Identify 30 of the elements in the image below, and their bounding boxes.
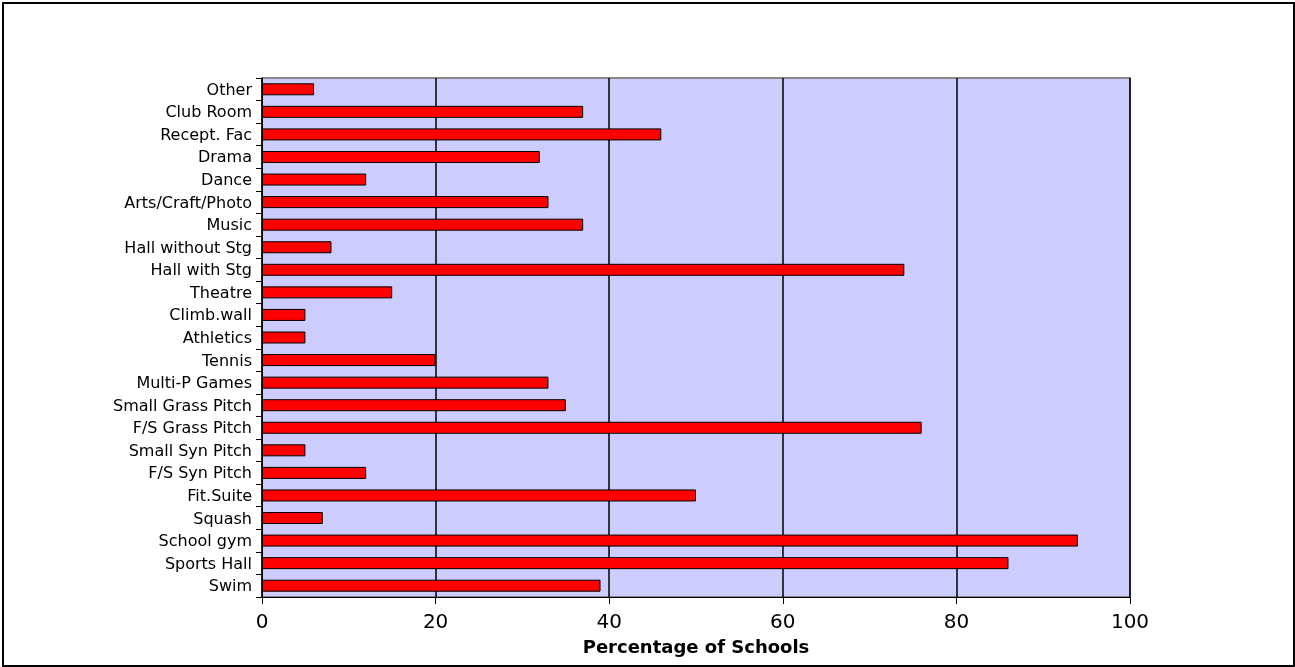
y-tick-label: Drama [197,147,252,167]
y-tick-label: Tennis [201,350,252,370]
y-tick-label: Club Room [165,102,252,122]
y-tick-label: Other [206,79,253,99]
y-tick-label: Small Syn Pitch [128,440,252,460]
y-tick-label: Recept. Fac [160,124,252,144]
x-tick-label: 80 [943,609,970,633]
y-tick-label: F/S Syn Pitch [148,463,252,483]
y-tick-label: Theatre [189,282,252,302]
y-tick-label: Sports Hall [164,553,252,573]
y-tick-label: Athletics [182,328,252,347]
y-tick-label: Dance [201,170,252,190]
y-tick-label: F/S Grass Pitch [132,418,252,438]
y-tick-label: Small Grass Pitch [112,395,252,415]
y-tick-label: Hall with Stg [150,260,252,280]
y-tick-label: Squash [193,508,252,528]
y-tick-label: Music [206,215,252,235]
x-tick-label: 40 [596,609,622,633]
y-tick-label: Multi-P Games [136,373,252,393]
y-tick-label: Hall without Stg [124,237,252,257]
y-tick-label: Climb.wall [169,305,252,325]
y-tick-label: Fit.Suite [187,485,252,505]
y-tick-label: Swim [208,576,252,596]
x-tick-label: 0 [255,609,269,633]
y-tick-label: School gym [158,531,252,551]
x-axis-title: Percentage of Schools [582,635,810,657]
y-tick-label: Arts/Craft/Photo [124,192,252,212]
x-tick-label: 60 [770,609,796,633]
x-tick-label: 100 [1110,609,1150,633]
x-tick-label: 20 [422,609,449,633]
